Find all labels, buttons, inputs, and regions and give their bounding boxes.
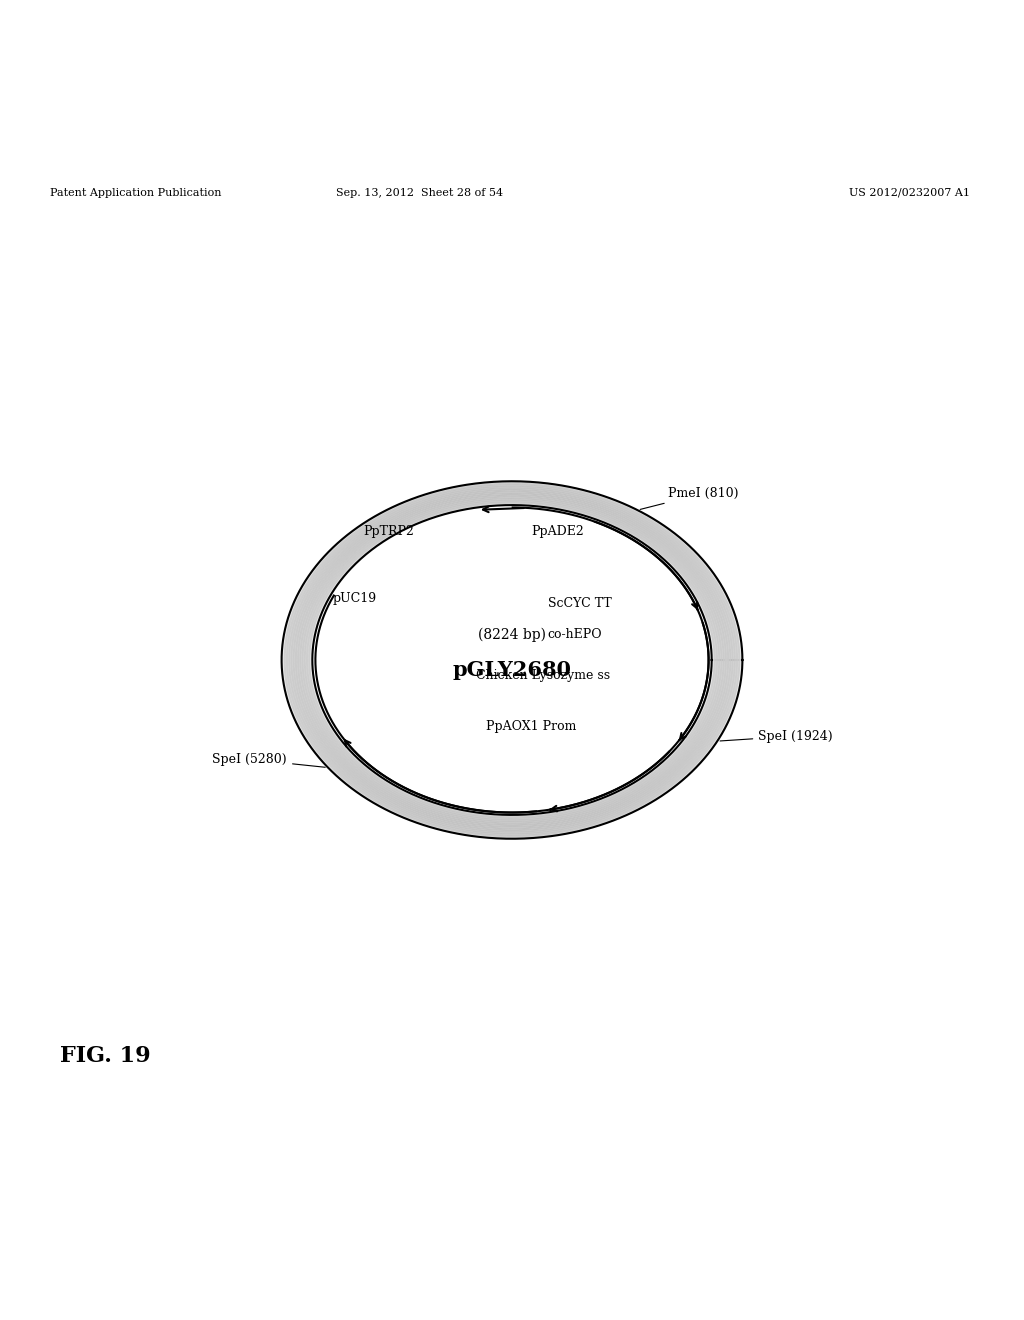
Text: SpeI (5280): SpeI (5280) xyxy=(212,752,326,767)
Text: PpTRP2: PpTRP2 xyxy=(364,525,415,539)
Text: Sep. 13, 2012  Sheet 28 of 54: Sep. 13, 2012 Sheet 28 of 54 xyxy=(337,187,504,198)
Text: ScCYC TT: ScCYC TT xyxy=(548,597,611,610)
Text: (8224 bp): (8224 bp) xyxy=(478,627,546,642)
Ellipse shape xyxy=(312,506,712,814)
Text: US 2012/0232007 A1: US 2012/0232007 A1 xyxy=(849,187,970,198)
Text: Patent Application Publication: Patent Application Publication xyxy=(50,187,221,198)
Text: PmeI (810): PmeI (810) xyxy=(640,487,738,510)
Text: pUC19: pUC19 xyxy=(333,593,377,605)
Text: FIG. 19: FIG. 19 xyxy=(60,1044,151,1067)
Text: PpAOX1 Prom: PpAOX1 Prom xyxy=(486,721,577,733)
Text: co-hEPO: co-hEPO xyxy=(548,628,602,642)
Text: PpADE2: PpADE2 xyxy=(531,525,585,539)
Text: SpeI (1924): SpeI (1924) xyxy=(720,730,833,743)
Text: Chicken Lysozyme ss: Chicken Lysozyme ss xyxy=(476,669,610,682)
Text: pGLY2680: pGLY2680 xyxy=(453,660,571,680)
